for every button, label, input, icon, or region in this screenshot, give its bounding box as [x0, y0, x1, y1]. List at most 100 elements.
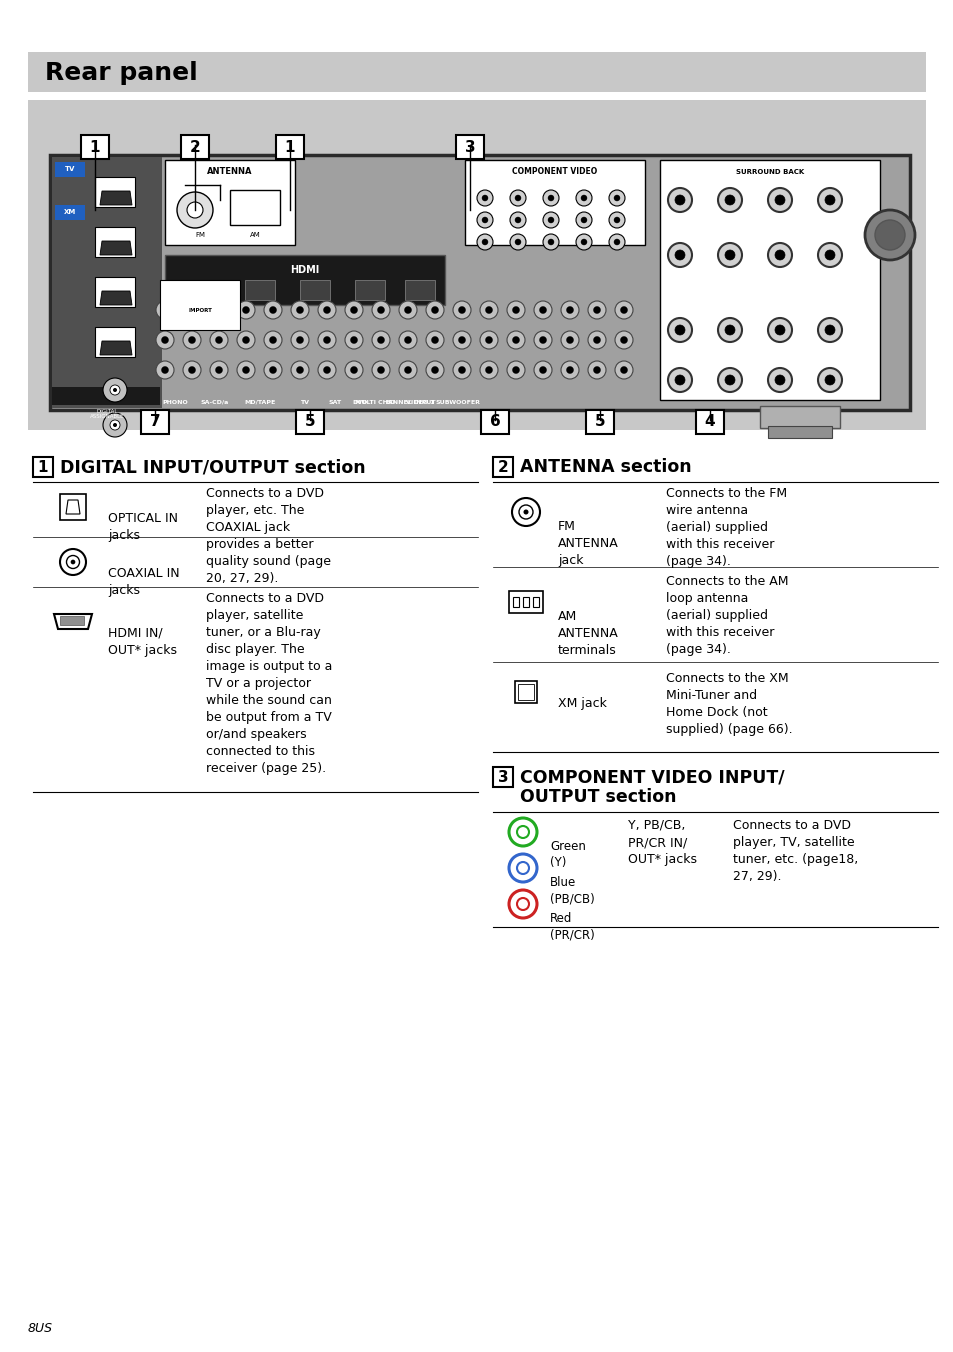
Text: 2: 2 [190, 139, 200, 154]
Bar [245, 280, 274, 300]
Circle shape [817, 188, 841, 212]
Circle shape [431, 337, 438, 343]
Text: SURROUND BACK: SURROUND BACK [735, 169, 803, 174]
Text: Red
(PR/CR): Red (PR/CR) [550, 913, 594, 941]
Circle shape [566, 366, 573, 373]
Circle shape [864, 210, 914, 260]
Bar [28, 100, 925, 430]
Circle shape [515, 218, 520, 223]
Circle shape [156, 301, 173, 319]
Circle shape [189, 366, 195, 373]
Circle shape [296, 337, 303, 343]
Text: SA-CD/a: SA-CD/a [201, 399, 229, 404]
Text: Green
(Y): Green (Y) [550, 840, 585, 869]
Circle shape [317, 301, 335, 319]
Circle shape [509, 854, 537, 882]
Circle shape [510, 212, 525, 228]
Bar [513, 598, 518, 607]
Circle shape [453, 331, 471, 349]
Circle shape [485, 366, 492, 373]
Circle shape [576, 212, 592, 228]
Circle shape [481, 218, 488, 223]
Circle shape [615, 361, 633, 379]
Circle shape [817, 243, 841, 266]
Circle shape [675, 324, 684, 335]
Circle shape [103, 379, 127, 402]
Text: 7: 7 [150, 415, 160, 430]
Bar [275, 135, 304, 160]
Bar [480, 410, 509, 434]
Circle shape [291, 301, 309, 319]
Text: 6: 6 [489, 415, 500, 430]
Circle shape [485, 337, 492, 343]
Circle shape [350, 366, 357, 373]
Circle shape [431, 307, 438, 314]
Circle shape [542, 234, 558, 250]
Circle shape [345, 361, 363, 379]
Circle shape [345, 331, 363, 349]
Circle shape [269, 366, 276, 373]
Circle shape [724, 250, 734, 260]
Circle shape [534, 301, 552, 319]
Text: Rear panel: Rear panel [45, 61, 197, 85]
Circle shape [774, 195, 784, 206]
Bar [55, 206, 85, 220]
Circle shape [479, 361, 497, 379]
Circle shape [187, 201, 203, 218]
Circle shape [426, 331, 443, 349]
Bar [165, 160, 294, 245]
Circle shape [296, 307, 303, 314]
Circle shape [560, 331, 578, 349]
Text: COMPONENT VIDEO: COMPONENT VIDEO [512, 168, 597, 177]
Bar [28, 51, 925, 92]
Text: COMPONENT VIDEO INPUT/: COMPONENT VIDEO INPUT/ [519, 768, 783, 786]
Circle shape [291, 361, 309, 379]
Circle shape [587, 361, 605, 379]
Bar [160, 280, 240, 330]
Circle shape [608, 191, 624, 206]
Circle shape [350, 307, 357, 314]
Circle shape [619, 366, 627, 373]
Circle shape [767, 188, 791, 212]
Bar [760, 406, 840, 429]
Circle shape [547, 195, 554, 201]
Bar [95, 327, 135, 357]
Circle shape [774, 324, 784, 335]
Circle shape [426, 361, 443, 379]
Circle shape [372, 331, 390, 349]
Circle shape [824, 195, 834, 206]
Circle shape [60, 549, 86, 575]
Circle shape [210, 361, 228, 379]
Bar [295, 410, 324, 434]
Text: OUTPUT section: OUTPUT section [519, 788, 676, 806]
Bar [696, 410, 723, 434]
Circle shape [431, 366, 438, 373]
Circle shape [718, 243, 741, 266]
Text: HDMI: HDMI [290, 265, 319, 274]
Text: SUBWOOFER: SUBWOOFER [435, 399, 480, 404]
Text: MULTI CHANNEL INPUT: MULTI CHANNEL INPUT [355, 399, 435, 404]
Circle shape [534, 361, 552, 379]
Text: DVD: DVD [352, 399, 367, 404]
Circle shape [517, 826, 529, 838]
Bar [493, 767, 513, 787]
Text: 3: 3 [464, 139, 475, 154]
Circle shape [874, 220, 904, 250]
Circle shape [215, 307, 222, 314]
Text: HDMI IN/
OUT* jacks: HDMI IN/ OUT* jacks [108, 627, 177, 657]
Circle shape [718, 318, 741, 342]
Circle shape [718, 368, 741, 392]
Bar [33, 457, 53, 477]
Circle shape [453, 361, 471, 379]
Circle shape [479, 331, 497, 349]
Bar [585, 410, 614, 434]
Circle shape [264, 361, 282, 379]
Circle shape [317, 331, 335, 349]
Bar [52, 157, 162, 408]
Text: MD/TAPE: MD/TAPE [244, 399, 275, 404]
Circle shape [774, 250, 784, 260]
Circle shape [67, 556, 79, 568]
Circle shape [608, 212, 624, 228]
Text: TV: TV [65, 166, 75, 172]
Circle shape [317, 361, 335, 379]
